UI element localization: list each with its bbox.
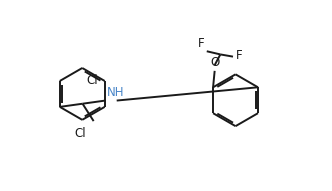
Text: O: O — [210, 56, 219, 69]
Text: Cl: Cl — [86, 74, 98, 87]
Text: F: F — [235, 49, 242, 62]
Text: Cl: Cl — [75, 127, 87, 140]
Text: NH: NH — [107, 86, 124, 99]
Text: F: F — [198, 37, 204, 50]
